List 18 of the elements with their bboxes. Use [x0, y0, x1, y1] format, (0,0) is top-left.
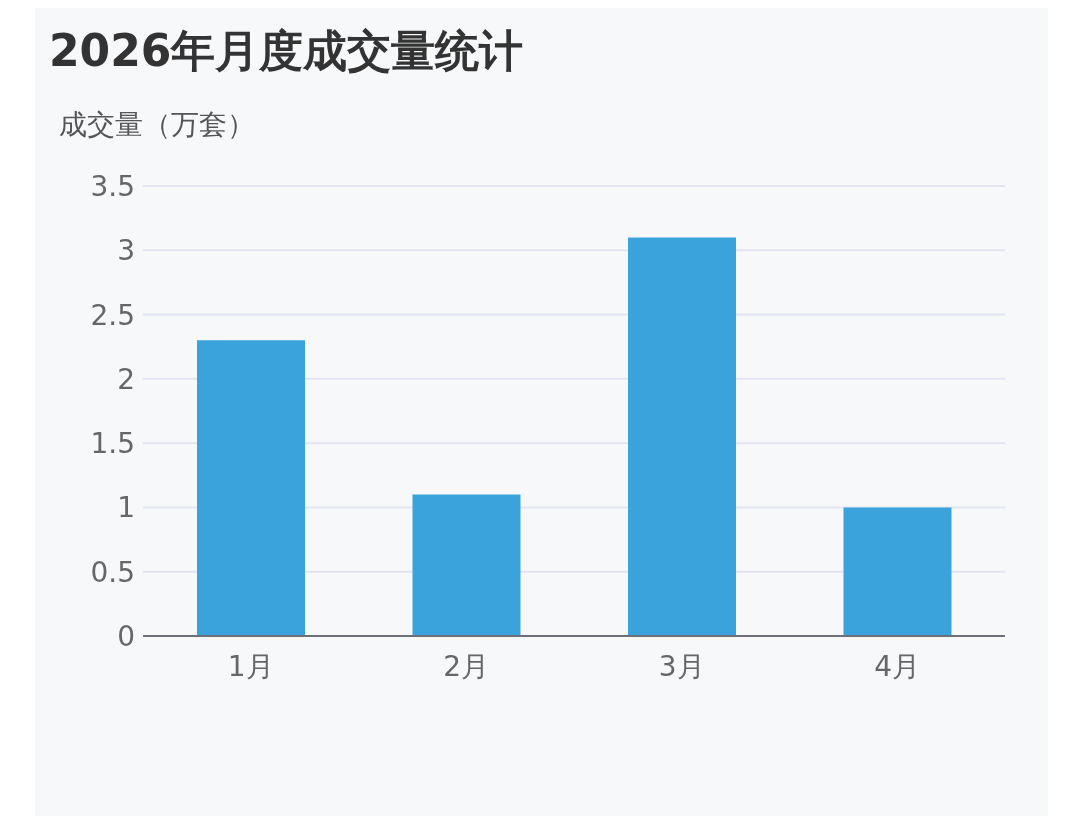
bar: [843, 507, 952, 636]
y-tick-label: 2.5: [90, 298, 135, 332]
x-tick-label: 1月: [227, 649, 274, 683]
y-tick-label: 0: [117, 619, 135, 653]
x-tick-label: 3月: [658, 649, 705, 683]
y-tick-label: 1: [117, 491, 135, 525]
bar: [197, 340, 305, 636]
y-axis-title: 成交量（万套）: [59, 107, 255, 143]
y-tick-label: 1.5: [90, 427, 135, 461]
y-tick-label: 0.5: [90, 555, 135, 589]
bar: [412, 494, 521, 636]
y-tick-label: 3.5: [90, 169, 135, 203]
bar: [628, 237, 736, 636]
y-tick-label: 3: [117, 234, 135, 268]
y-tick-label: 2: [117, 362, 135, 396]
x-tick-label: 2月: [443, 649, 490, 683]
chart-title: 2026年月度成交量统计: [49, 24, 524, 78]
x-tick-label: 4月: [874, 649, 921, 683]
